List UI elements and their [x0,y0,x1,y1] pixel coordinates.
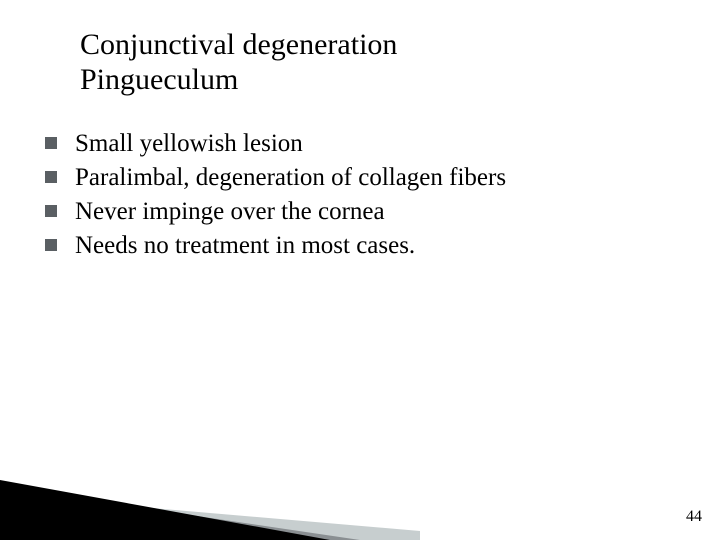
bullet-text: Needs no treatment in most cases. [75,230,415,262]
list-item: Small yellowish lesion [80,128,506,160]
page-number: 44 [686,508,702,526]
list-item: Paralimbal, degeneration of collagen fib… [80,162,506,194]
bullet-square-icon [45,205,57,217]
title-line-2: Pingueculum [80,63,397,98]
title-line-1: Conjunctival degeneration [80,28,397,63]
list-item: Never impinge over the cornea [80,196,506,228]
bullet-text: Small yellowish lesion [75,128,303,160]
bullet-square-icon [45,171,57,183]
wedge-dark-shape [0,480,330,540]
bullet-text: Paralimbal, degeneration of collagen fib… [75,162,506,194]
bullet-text: Never impinge over the cornea [75,196,385,228]
wedge-back-shape [0,495,420,540]
wedge-gray-shape [0,487,360,540]
bullet-square-icon [45,239,57,251]
corner-wedge-decoration [0,445,420,540]
slide-title: Conjunctival degeneration Pingueculum [80,28,397,97]
bullet-list: Small yellowish lesion Paralimbal, degen… [80,128,506,264]
slide: { "title": { "line1": "Conjunctival dege… [0,0,720,540]
bullet-square-icon [45,137,57,149]
list-item: Needs no treatment in most cases. [80,230,506,262]
